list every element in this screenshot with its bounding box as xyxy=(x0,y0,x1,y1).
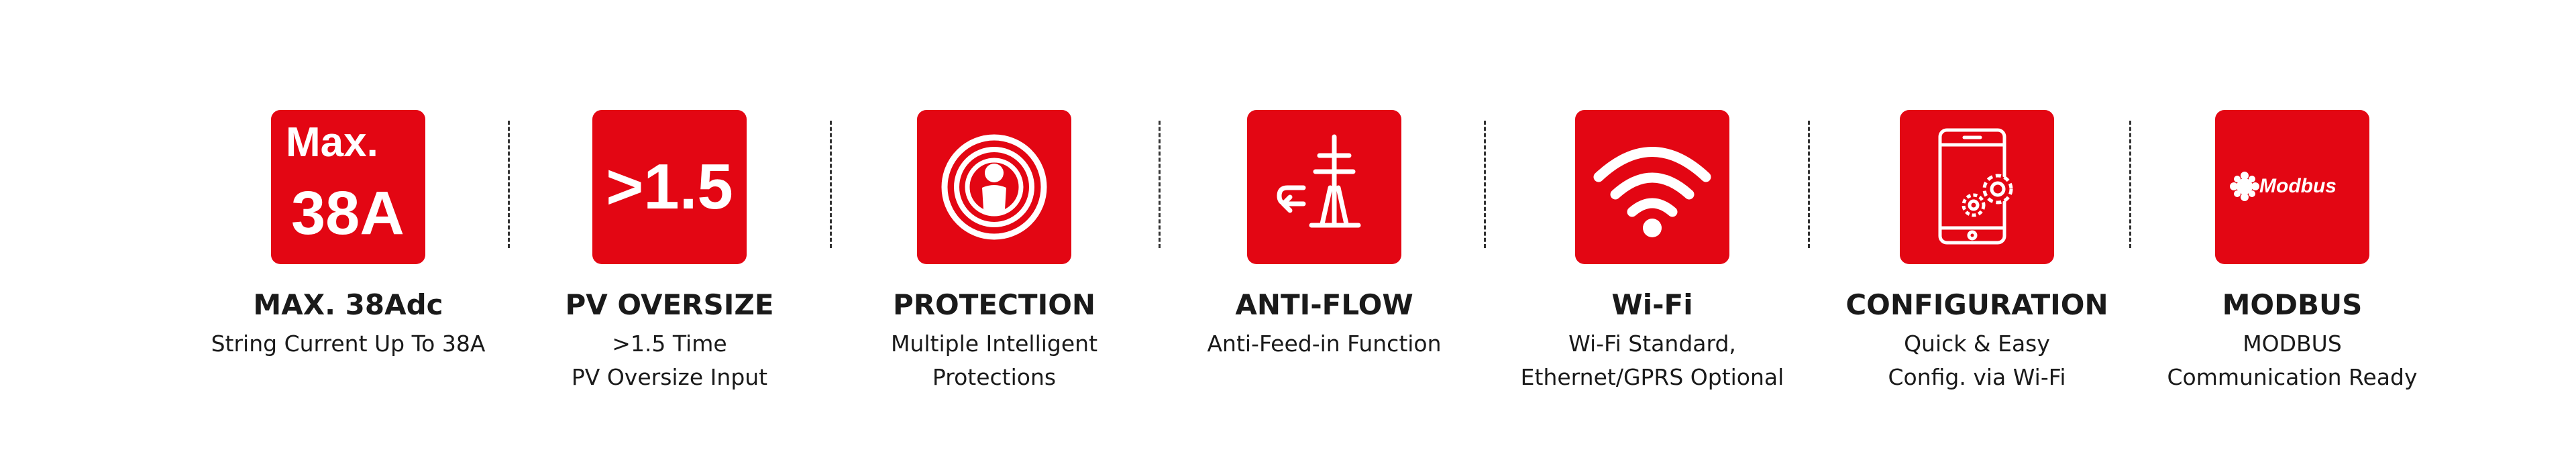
phone-gears-icon xyxy=(1938,128,2013,245)
feature-desc-line: Wi-Fi Standard, xyxy=(1568,331,1736,357)
max-current-label: Max. xyxy=(286,119,378,166)
feature-protection: PROTECTION Multiple Intelligent Protecti… xyxy=(833,110,1155,394)
divider xyxy=(830,121,832,248)
feature-desc-line: PV Oversize Input xyxy=(571,364,768,390)
feature-desc-line: MODBUS xyxy=(2243,331,2342,357)
wifi-icon xyxy=(1593,147,1711,237)
modbus-tile: Modbus xyxy=(2215,110,2369,264)
feature-pv-oversize: >1.5 PV OVERSIZE >1.5 Time PV Oversize I… xyxy=(508,110,830,394)
divider xyxy=(1159,121,1161,248)
feature-max-current: Max. 38A MAX. 38Adc String Current Up To… xyxy=(187,110,509,361)
divider xyxy=(508,121,510,248)
feature-desc-line: Anti-Feed-in Function xyxy=(1207,331,1442,357)
protection-tile xyxy=(917,110,1071,264)
feature-title: PV OVERSIZE xyxy=(565,288,774,321)
oversize-badge: >1.5 xyxy=(592,110,747,264)
feature-configuration: CONFIGURATION Quick & Easy Config. via W… xyxy=(1816,110,2138,394)
feature-title: Wi-Fi xyxy=(1611,288,1693,321)
feature-desc-line: String Current Up To 38A xyxy=(211,331,486,357)
feature-title: ANTI-FLOW xyxy=(1235,288,1413,321)
protection-icon xyxy=(941,134,1047,240)
feature-modbus: Modbus MODBUS MODBUS Communication Ready xyxy=(2131,110,2453,394)
divider xyxy=(2129,121,2131,248)
modbus-logo-text: Modbus xyxy=(2259,175,2337,197)
feature-anti-flow: ANTI-FLOW Anti-Feed-in Function xyxy=(1163,110,1485,361)
feature-desc-line: Quick & Easy xyxy=(1904,331,2050,357)
feature-desc-line: Config. via Wi-Fi xyxy=(1888,364,2066,390)
divider xyxy=(1484,121,1486,248)
max-current-value: 38A xyxy=(291,179,405,247)
configuration-tile xyxy=(1900,110,2054,264)
feature-title: MAX. 38Adc xyxy=(253,288,443,321)
feature-title: PROTECTION xyxy=(892,288,1096,321)
oversize-value: >1.5 xyxy=(606,151,733,223)
wifi-tile xyxy=(1575,110,1729,264)
modbus-logo-mark xyxy=(2230,172,2259,201)
feature-wifi: Wi-Fi Wi-Fi Standard, Ethernet/GPRS Opti… xyxy=(1491,110,1813,394)
anti-flow-tile xyxy=(1247,110,1401,264)
anti-flow-icon xyxy=(1277,134,1361,228)
feature-desc-line: Protections xyxy=(932,364,1057,390)
divider xyxy=(1808,121,1810,248)
feature-desc-line: Communication Ready xyxy=(2167,364,2418,390)
feature-title: MODBUS xyxy=(2222,288,2363,321)
feature-title: CONFIGURATION xyxy=(1845,288,2108,321)
feature-desc-line: Multiple Intelligent xyxy=(890,331,1098,357)
max-current-badge: Max. 38A xyxy=(271,110,425,264)
feature-desc-line: >1.5 Time xyxy=(612,331,727,357)
feature-desc-line: Ethernet/GPRS Optional xyxy=(1520,364,1784,390)
